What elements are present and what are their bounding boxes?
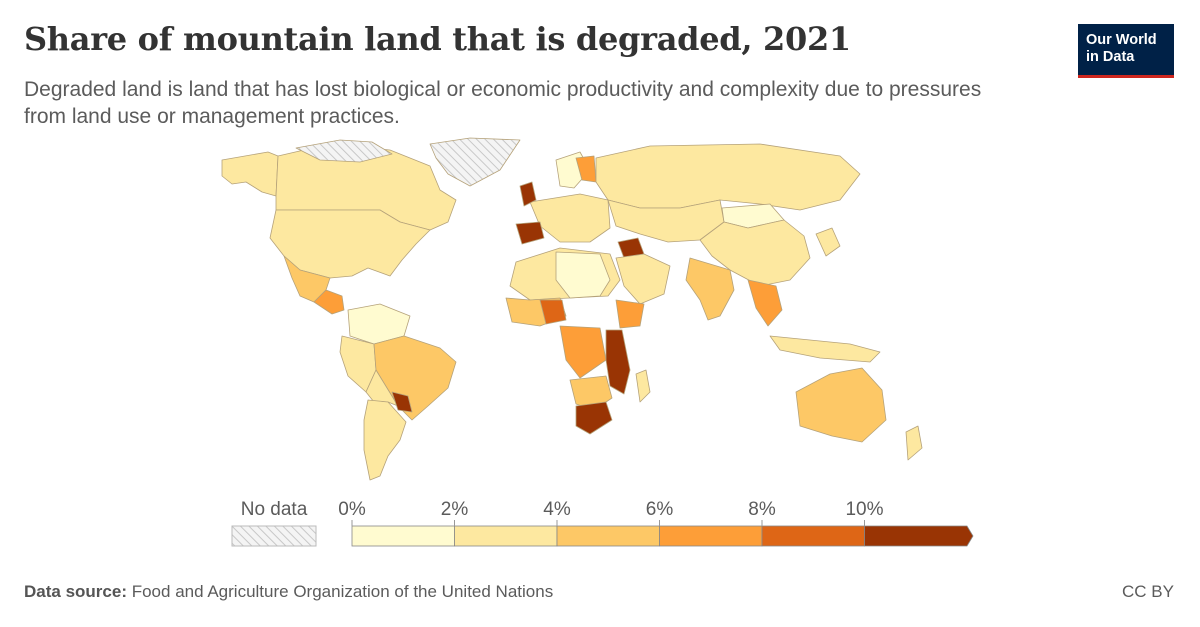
- region-spain[interactable]: [515, 221, 545, 245]
- legend-tick-label: 4%: [543, 499, 571, 520]
- region-arctic-islands[interactable]: [295, 139, 393, 163]
- region-greenland[interactable]: [429, 137, 521, 187]
- chart-subtitle: Degraded land is land that has lost biol…: [24, 78, 982, 128]
- region-southeast-asia[interactable]: [747, 279, 783, 327]
- legend-no-data-swatch: [231, 525, 317, 547]
- legend-bin-2[interactable]: [556, 525, 660, 547]
- legend-bin-5[interactable]: [864, 525, 974, 547]
- world-map[interactable]: [0, 130, 1200, 490]
- legend-no-data: No data: [231, 499, 317, 547]
- region-new-zealand[interactable]: [905, 425, 923, 461]
- legend-tick-label: 8%: [748, 499, 776, 520]
- region-russia[interactable]: [595, 143, 861, 211]
- legend-no-data-label: No data: [241, 499, 308, 520]
- legend-bin-1[interactable]: [454, 525, 558, 547]
- legend-bin-4[interactable]: [761, 525, 865, 547]
- region-alaska[interactable]: [221, 151, 279, 197]
- data-source-text: Food and Agriculture Organization of the…: [131, 582, 554, 601]
- region-paraguay[interactable]: [391, 391, 413, 413]
- region-southern-cone[interactable]: [363, 399, 407, 481]
- owid-logo[interactable]: Our World in Data: [1078, 24, 1174, 78]
- legend-tick-label: 2%: [441, 499, 469, 520]
- chart-title: Share of mountain land that is degraded,…: [24, 20, 851, 58]
- legend-bin-0[interactable]: [351, 525, 455, 547]
- region-japan[interactable]: [815, 227, 841, 257]
- region-central-america[interactable]: [313, 289, 345, 315]
- region-sahara[interactable]: [555, 251, 611, 299]
- region-india[interactable]: [685, 257, 735, 321]
- legend-tick-labels: 0% 2% 4% 6% 8% 10%: [338, 499, 884, 526]
- region-indonesia[interactable]: [769, 335, 881, 363]
- legend-color-scale: [351, 525, 974, 547]
- region-western-europe[interactable]: [529, 193, 611, 243]
- region-south-africa[interactable]: [575, 401, 613, 435]
- legend-tick-label: 0%: [338, 499, 366, 520]
- region-arabia[interactable]: [615, 253, 671, 305]
- region-nigeria[interactable]: [539, 299, 567, 325]
- legend-tick-label: 6%: [646, 499, 674, 520]
- legend-bin-3[interactable]: [659, 525, 763, 547]
- legend-tick-label: 10%: [845, 499, 883, 520]
- map-legend: No data 0% 2% 4% 6% 8% 10%: [231, 499, 974, 547]
- license-link[interactable]: CC BY: [1122, 582, 1174, 601]
- data-source: Data source: Food and Agriculture Organi…: [24, 582, 553, 602]
- region-central-africa[interactable]: [559, 325, 607, 379]
- region-ethiopia[interactable]: [615, 299, 645, 329]
- logo-line-2: in Data: [1086, 49, 1135, 65]
- region-uk[interactable]: [519, 181, 537, 207]
- region-australia[interactable]: [795, 367, 887, 443]
- region-east-africa[interactable]: [605, 329, 631, 395]
- region-china[interactable]: [699, 219, 811, 287]
- logo-line-1: Our World: [1086, 32, 1157, 48]
- data-source-label: Data source:: [24, 582, 127, 601]
- region-madagascar[interactable]: [635, 369, 651, 403]
